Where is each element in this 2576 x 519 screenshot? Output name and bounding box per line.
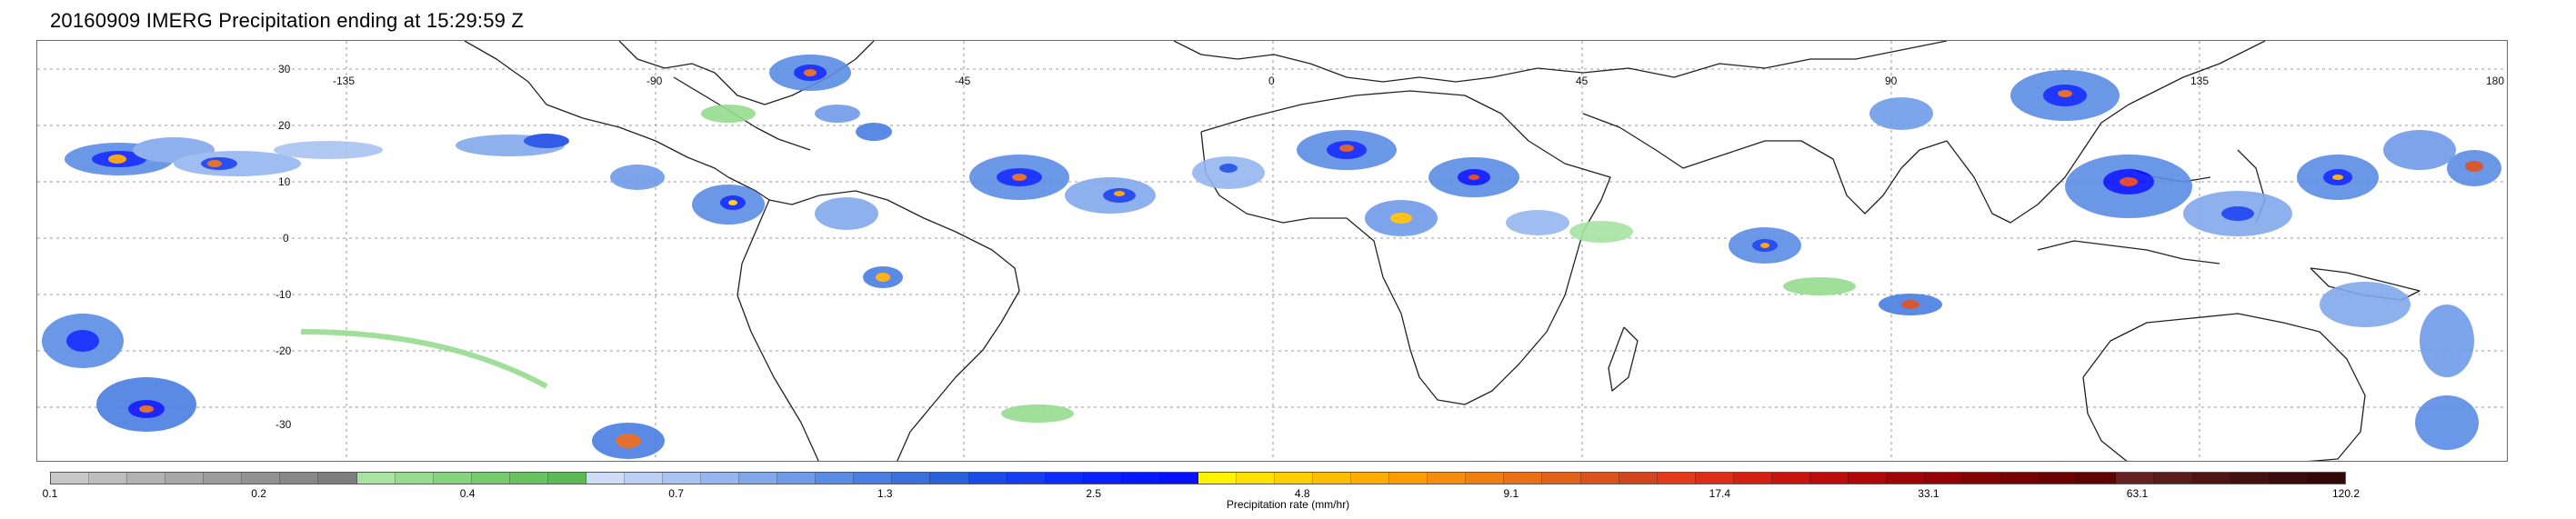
lon-label-0: 0 (1268, 75, 1275, 87)
colorbar-tick-label: 0.4 (459, 487, 476, 500)
lon-label-minus-45: -45 (955, 75, 971, 87)
colorbar-segment (2116, 473, 2155, 484)
colorbar-segment (1121, 473, 1160, 484)
colorbar-tick-label: 0.2 (251, 487, 266, 500)
colorbar-segment (165, 473, 205, 484)
colorbar-segment (242, 473, 281, 484)
lon-label-minus-90: -90 (647, 75, 663, 87)
colorbar-tick-label: 0.1 (42, 487, 58, 500)
lat-label-minus-20: -20 (276, 344, 292, 357)
lat-label-30: 30 (278, 63, 291, 75)
colorbar-segment (1045, 473, 1084, 484)
lon-label-minus-135: -135 (333, 75, 356, 87)
precipitation-field (42, 55, 2501, 459)
colorbar-segment (586, 473, 625, 484)
colorbar-segment (547, 473, 586, 484)
colorbar-segment (471, 473, 510, 484)
lat-label-0: 0 (283, 232, 289, 245)
colorbar-segment (1504, 473, 1543, 484)
graticule (37, 41, 2507, 461)
colorbar-tick-label: 17.4 (1709, 487, 1731, 500)
colorbar-tick-label: 63.1 (2126, 487, 2149, 500)
colorbar (50, 472, 2346, 484)
colorbar-segment (739, 473, 778, 484)
lat-label-minus-10: -10 (276, 288, 292, 301)
colorbar-segment (1809, 473, 1849, 484)
lon-label-135: 135 (2190, 75, 2210, 87)
colorbar-tick-label: 0.7 (668, 487, 684, 500)
colorbar-segment (2269, 473, 2308, 484)
lon-label-90: 90 (1885, 75, 1898, 87)
lat-label-20: 20 (278, 119, 291, 132)
colorbar-segment (1657, 473, 1696, 484)
colorbar-segment (1887, 473, 1926, 484)
colorbar-tick-label: 9.1 (1503, 487, 1519, 500)
lat-label-minus-30: -30 (276, 418, 292, 431)
colorbar-segment (1925, 473, 1964, 484)
colorbar-segment (1542, 473, 1581, 484)
colorbar-tick-label: 2.5 (1086, 487, 1102, 500)
colorbar-segment (663, 473, 702, 484)
precipitation-map (37, 41, 2507, 461)
colorbar-segment (930, 473, 969, 484)
colorbar-segment (1963, 473, 2002, 484)
colorbar-segment (1771, 473, 1810, 484)
lon-label-180: 180 (2486, 75, 2505, 87)
colorbar-tick-label: 4.8 (1294, 487, 1310, 500)
coastlines (464, 41, 2421, 461)
colorbar-segment (2230, 473, 2270, 484)
map-panel: 30 20 10 0 -10 -20 -30 -135 -90 -45 0 45… (36, 40, 2508, 462)
colorbar-segment (1389, 473, 1428, 484)
colorbar-segment (2078, 473, 2117, 484)
colorbar-segment (701, 473, 740, 484)
colorbar-segment (280, 473, 319, 484)
colorbar-segment (1083, 473, 1122, 484)
lon-label-45: 45 (1576, 75, 1589, 87)
lat-label-10: 10 (278, 175, 291, 188)
colorbar-segment (1580, 473, 1619, 484)
colorbar-segment (2307, 473, 2345, 484)
colorbar-segment (1848, 473, 1887, 484)
colorbar-segment (127, 473, 166, 484)
colorbar-segment (2154, 473, 2193, 484)
colorbar-segment (624, 473, 663, 484)
colorbar-segment (509, 473, 548, 484)
colorbar-tick-label: 33.1 (1918, 487, 1940, 500)
colorbar-segment (1466, 473, 1505, 484)
colorbar-segment (816, 473, 855, 484)
colorbar-segment (1198, 473, 1237, 484)
colorbar-segment (1619, 473, 1658, 484)
colorbar-segment (892, 473, 931, 484)
colorbar-segment (1007, 473, 1046, 484)
colorbar-tick-label: 120.2 (2331, 487, 2360, 500)
colorbar-segment (1275, 473, 1314, 484)
colorbar-segment (2192, 473, 2231, 484)
colorbar-segment (1313, 473, 1352, 484)
colorbar-segment (2001, 473, 2040, 484)
colorbar-segment (1351, 473, 1390, 484)
colorbar-tick-label: 1.3 (877, 487, 893, 500)
colorbar-segment (51, 473, 90, 484)
colorbar-segment (1695, 473, 1734, 484)
colorbar-segment (395, 473, 434, 484)
colorbar-segment (89, 473, 128, 484)
colorbar-segment (318, 473, 357, 484)
colorbar-segment (777, 473, 817, 484)
colorbar-segment (968, 473, 1007, 484)
colorbar-label: Precipitation rate (mm/hr) (1226, 498, 1350, 511)
colorbar-segment (1159, 473, 1198, 484)
colorbar-segment (1428, 473, 1467, 484)
colorbar-segment (204, 473, 243, 484)
colorbar-segment (1733, 473, 1772, 484)
colorbar-segment (356, 473, 396, 484)
colorbar-segment (1236, 473, 1275, 484)
colorbar-segment (433, 473, 472, 484)
colorbar-segment (854, 473, 893, 484)
colorbar-segment (2040, 473, 2079, 484)
map-title: 20160909 IMERG Precipitation ending at 1… (50, 9, 525, 32)
